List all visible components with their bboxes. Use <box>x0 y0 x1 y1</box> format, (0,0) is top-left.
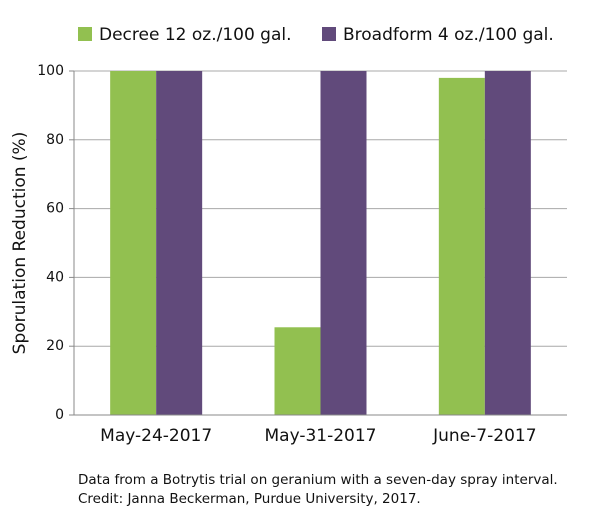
y-axis-label: Sporulation Reduction (%) <box>10 132 30 355</box>
x-tick-label: May-24-2017 <box>100 426 212 446</box>
bar <box>484 71 531 415</box>
y-tick-label: 40 <box>46 269 64 285</box>
y-tick-label: 60 <box>46 201 64 217</box>
y-tick-label: 80 <box>46 132 64 148</box>
caption: Data from a Botrytis trial on geranium w… <box>78 472 558 488</box>
y-tick-label: 20 <box>46 338 64 354</box>
bar <box>110 71 157 415</box>
bar <box>274 327 321 415</box>
legend-swatch <box>78 27 92 41</box>
caption: Credit: Janna Beckerman, Purdue Universi… <box>78 491 421 507</box>
legend-label: Broadform 4 oz./100 gal. <box>343 25 554 45</box>
bar <box>156 71 203 415</box>
y-tick-label: 100 <box>37 63 64 79</box>
y-tick-label: 0 <box>55 407 64 423</box>
legend-label: Decree 12 oz./100 gal. <box>99 25 292 45</box>
x-tick-label: June-7-2017 <box>432 426 536 446</box>
bar <box>320 71 367 415</box>
legend-swatch <box>322 27 336 41</box>
x-tick-label: May-31-2017 <box>264 426 376 446</box>
bar <box>438 77 485 415</box>
